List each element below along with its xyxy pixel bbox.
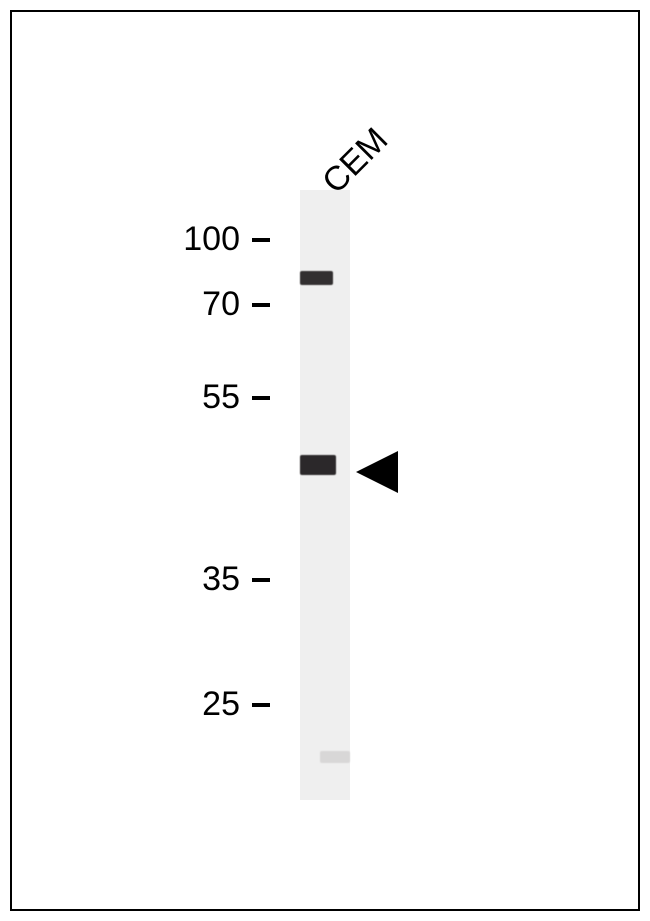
mw-tick (252, 578, 270, 582)
mw-label: 35 (120, 560, 240, 599)
mw-tick (252, 238, 270, 242)
mw-tick (252, 703, 270, 707)
band (300, 271, 333, 285)
band (320, 751, 350, 763)
mw-label: 100 (120, 220, 240, 259)
target-band-arrow-icon (356, 451, 398, 493)
mw-tick (252, 396, 270, 400)
mw-label: 55 (120, 378, 240, 417)
band (300, 455, 336, 475)
mw-label: 25 (120, 685, 240, 724)
mw-tick (252, 303, 270, 307)
mw-label: 70 (120, 285, 240, 324)
